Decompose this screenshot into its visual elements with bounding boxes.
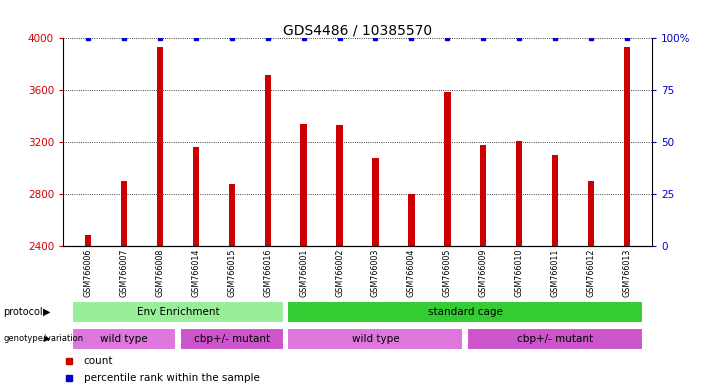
Bar [587, 181, 594, 246]
Bar [624, 48, 630, 246]
Bar [372, 157, 379, 246]
FancyBboxPatch shape [287, 328, 463, 350]
FancyBboxPatch shape [179, 328, 284, 350]
Title: GDS4486 / 10385570: GDS4486 / 10385570 [283, 23, 432, 37]
Bar [516, 141, 522, 246]
FancyBboxPatch shape [467, 328, 643, 350]
Bar [552, 155, 558, 246]
Bar [229, 184, 235, 246]
Text: genotype/variation: genotype/variation [4, 334, 83, 343]
Text: count: count [83, 356, 113, 366]
Text: GSM766010: GSM766010 [515, 248, 524, 297]
Text: GSM766006: GSM766006 [83, 248, 93, 297]
Text: GSM766002: GSM766002 [335, 248, 344, 297]
Text: GSM766009: GSM766009 [479, 248, 488, 297]
FancyBboxPatch shape [72, 328, 176, 350]
Bar [157, 48, 163, 246]
Text: GSM766001: GSM766001 [299, 248, 308, 297]
Text: cbp+/- mutant: cbp+/- mutant [517, 334, 593, 344]
Text: GSM766014: GSM766014 [191, 248, 200, 297]
Bar [444, 91, 451, 246]
FancyBboxPatch shape [287, 301, 643, 323]
Bar [336, 125, 343, 246]
Bar [301, 124, 307, 246]
Text: ▶: ▶ [44, 334, 50, 343]
Bar [193, 147, 199, 246]
Text: wild type: wild type [352, 334, 400, 344]
Bar [121, 181, 128, 246]
Bar [264, 74, 271, 246]
Text: Env Enrichment: Env Enrichment [137, 307, 219, 317]
Text: GSM766012: GSM766012 [587, 248, 595, 297]
Text: standard cage: standard cage [428, 307, 503, 317]
Text: GSM766004: GSM766004 [407, 248, 416, 297]
Text: GSM766008: GSM766008 [156, 248, 165, 297]
Text: ▶: ▶ [43, 307, 50, 317]
Bar [408, 194, 414, 246]
Text: wild type: wild type [100, 334, 148, 344]
Text: protocol: protocol [4, 307, 43, 317]
FancyBboxPatch shape [72, 301, 284, 323]
Text: cbp+/- mutant: cbp+/- mutant [193, 334, 270, 344]
Text: GSM766015: GSM766015 [227, 248, 236, 297]
Text: GSM766005: GSM766005 [443, 248, 451, 297]
Text: GSM766013: GSM766013 [622, 248, 632, 297]
Text: percentile rank within the sample: percentile rank within the sample [83, 373, 259, 383]
Text: GSM766007: GSM766007 [120, 248, 128, 297]
Bar [480, 145, 486, 246]
Text: GSM766003: GSM766003 [371, 248, 380, 297]
Bar [85, 235, 91, 246]
Text: GSM766016: GSM766016 [264, 248, 272, 297]
Text: GSM766011: GSM766011 [550, 248, 559, 297]
